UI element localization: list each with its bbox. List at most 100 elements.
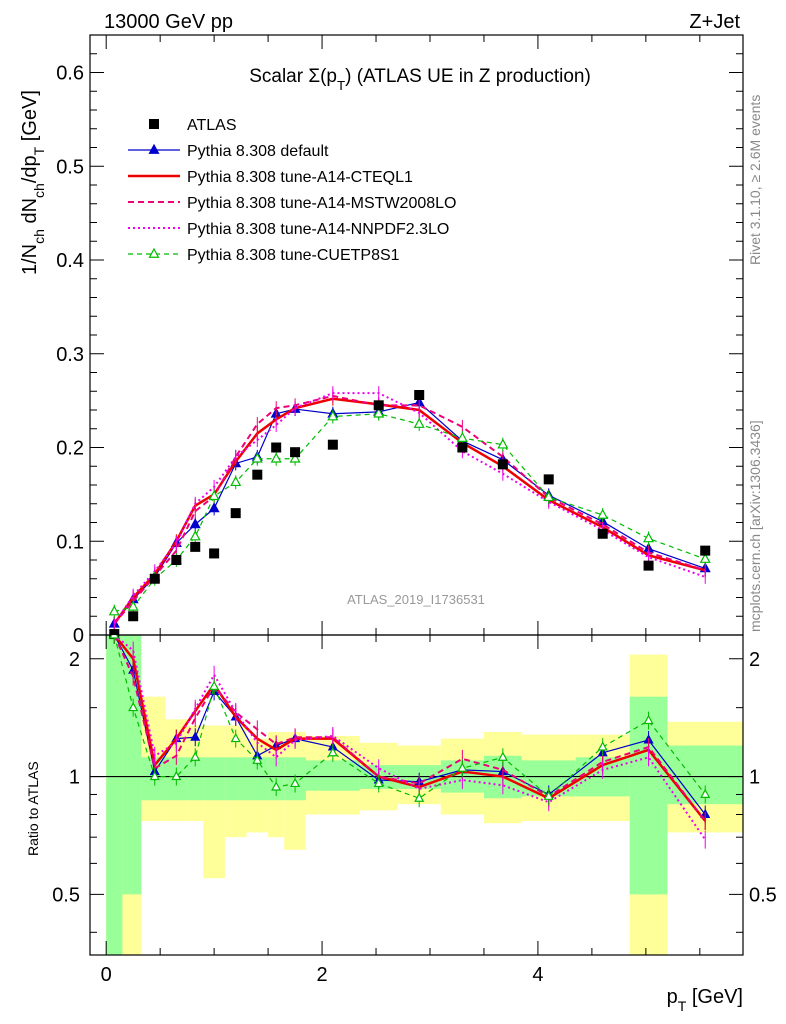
data-point-marker: [271, 442, 282, 453]
series-line: [113, 401, 706, 625]
y-tick-label: 0.5: [56, 156, 84, 178]
data-point-marker: [127, 600, 139, 611]
ratio-point-marker: [327, 747, 338, 757]
ratio-point-marker: [643, 714, 654, 725]
ratio-series-layer: [109, 635, 711, 849]
ratio-point-marker: [597, 741, 608, 751]
data-point-marker: [543, 474, 554, 485]
data-point-marker: [327, 410, 339, 421]
legend-marker: [148, 247, 160, 258]
legend-entry: Pythia 8.308 tune-A14-MSTW2008LO: [128, 195, 456, 212]
data-point-marker: [190, 541, 201, 552]
ratio-point-marker: [149, 770, 160, 781]
data-point-marker: [270, 452, 282, 463]
band-1sigma: [187, 757, 204, 801]
legend-marker: [149, 119, 159, 129]
legend: ATLAS Pythia 8.308 default Pythia 8.308 tu…: [128, 117, 456, 264]
legend-marker: [148, 143, 160, 154]
data-point-marker: [497, 459, 508, 470]
ratio-y-tick-label: 1: [69, 767, 80, 789]
data-point-marker: [327, 439, 338, 450]
legend-label: Pythia 8.308 default: [187, 143, 329, 160]
data-point-marker: [456, 431, 468, 442]
y-axis-label: 1/Nch dNch/dpT [GeV]: [19, 90, 47, 275]
data-point-marker: [189, 518, 201, 529]
series-line: [113, 394, 706, 625]
data-point-marker: [290, 447, 301, 458]
data-point-marker: [457, 442, 468, 453]
y-tick-label: 0.2: [56, 438, 84, 460]
data-point-marker: [252, 469, 263, 480]
ratio-point-marker: [700, 788, 711, 798]
x-tick-label: 0: [101, 964, 112, 986]
data-point-marker: [700, 545, 711, 556]
main-series-layer: [108, 386, 711, 640]
x-axis-label: pT [GeV]: [667, 986, 743, 1014]
data-point-marker: [230, 475, 242, 487]
legend-entry: ATLAS: [149, 117, 237, 134]
y-tick-label: 0.4: [56, 250, 84, 272]
data-point-marker: [189, 530, 201, 541]
rivet-version-label: Rivet 3.1.10, ≥ 2.6M events: [747, 95, 763, 265]
data-point-marker: [128, 611, 139, 622]
y-tick-label: 0: [73, 625, 84, 647]
series-line: [113, 392, 706, 625]
x-tick-label: 4: [532, 964, 543, 986]
ratio-point-marker: [209, 680, 220, 690]
ratio-point-marker: [543, 790, 554, 800]
analysis-id-label: ATLAS_2019_I1736531: [347, 592, 485, 607]
data-point-marker: [413, 417, 425, 428]
data-point-marker: [373, 400, 384, 411]
ratio-y-tick-label-right: 0.5: [749, 884, 777, 906]
ratio-point-marker: [190, 751, 201, 761]
ratio-y-tick-label: 0.5: [52, 884, 80, 906]
legend-label: Pythia 8.308 tune-A14-MSTW2008LO: [187, 195, 456, 212]
chart-title: Scalar Σ(pT) (ATLAS UE in Z production): [249, 66, 591, 93]
band-1sigma: [122, 635, 142, 895]
ratio-point-marker: [252, 754, 263, 764]
legend-label: ATLAS: [187, 117, 237, 134]
series-line: [114, 413, 706, 613]
ratio-series-pythia-8-308-tune-cuetp8s1: [109, 635, 711, 808]
band-1sigma: [224, 757, 247, 801]
data-point-marker: [208, 489, 220, 501]
data-point-marker: [543, 490, 555, 502]
legend-entry: Pythia 8.308 default: [128, 143, 329, 160]
legend-label: Pythia 8.308 tune-A14-NNPDF2.3LO: [187, 221, 449, 238]
main-axis-ticks: 0 0.1 0.2 0.3 0.4 0.5 0.6: [56, 35, 743, 955]
data-point-marker: [643, 560, 654, 571]
data-point-marker: [209, 548, 220, 559]
data-point-marker: [597, 528, 608, 539]
ratio-point-marker: [290, 777, 301, 788]
series-line: [113, 397, 706, 625]
ratio-point-marker: [190, 731, 201, 741]
data-point-marker: [149, 573, 160, 584]
series-atlas: [109, 390, 711, 640]
legend-entry: Pythia 8.308 tune-A14-NNPDF2.3LO: [128, 221, 449, 238]
data-point-marker: [289, 452, 301, 463]
ratio-y-tick-label: 2: [69, 649, 80, 671]
process-label: Z+Jet: [689, 11, 740, 33]
data-point-marker: [251, 452, 263, 463]
ratio-point-marker: [497, 751, 508, 761]
ratio-y-tick-label-right: 1: [749, 767, 760, 789]
band-1sigma: [203, 757, 225, 801]
ratio-point-marker: [373, 777, 384, 788]
ratio-point-marker: [230, 732, 241, 743]
legend-entry: Pythia 8.308 tune-CUETP8S1: [128, 247, 400, 264]
y-tick-label: 0.1: [56, 531, 84, 553]
mcplots-label: mcplots.cern.ch [arXiv:1306.3436]: [747, 420, 763, 632]
ratio-plot-frame: [89, 634, 744, 956]
band-2sigma: [203, 725, 225, 879]
data-point-marker: [230, 508, 241, 519]
band-1sigma: [246, 757, 269, 801]
ratio-axis-ticks: 0 2 4 0.5 0.5 1 1 2 2: [52, 635, 777, 986]
ratio-point-marker: [128, 701, 139, 712]
band-1sigma: [629, 696, 668, 895]
data-point-marker: [597, 508, 609, 519]
legend-label: Pythia 8.308 tune-CUETP8S1: [187, 247, 400, 264]
data-point-marker: [108, 605, 120, 616]
y-tick-label: 0.3: [56, 344, 84, 366]
legend-label: Pythia 8.308 tune-A14-CTEQL1: [187, 169, 413, 186]
